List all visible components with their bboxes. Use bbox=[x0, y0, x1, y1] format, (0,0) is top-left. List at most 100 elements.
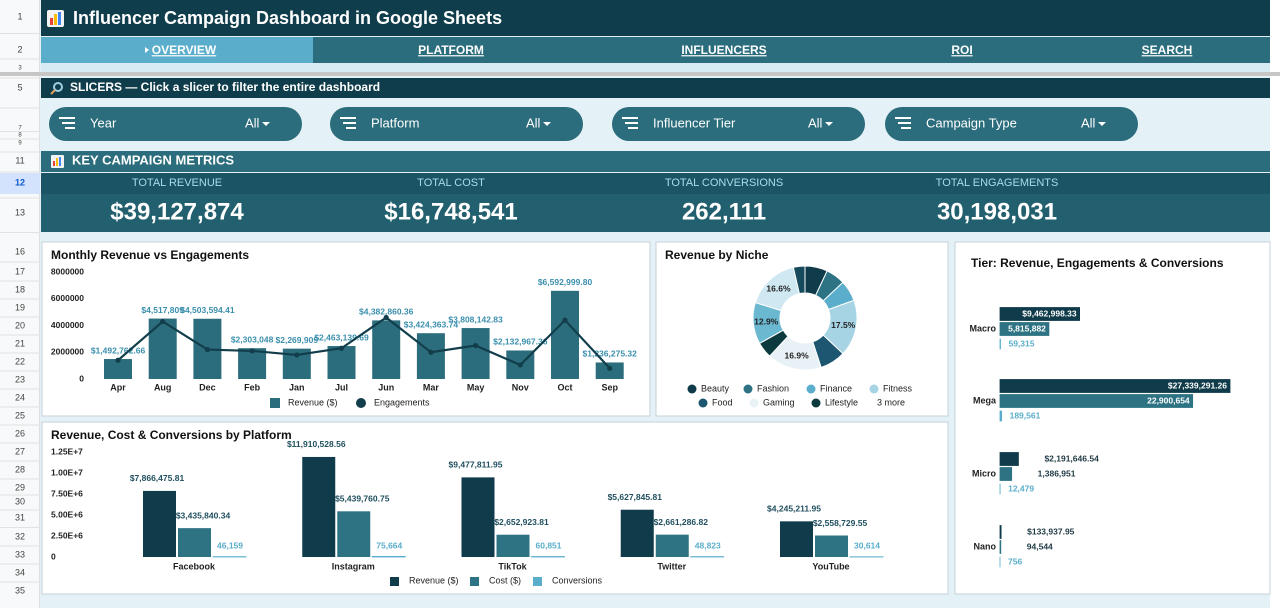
y-tick-label: 1.25E+7 bbox=[51, 446, 83, 456]
legend-swatch bbox=[390, 577, 399, 586]
data-label: $4,245,211.95 bbox=[767, 504, 821, 514]
data-label: $4,517,809 bbox=[141, 305, 184, 315]
x-tick-label: Jul bbox=[335, 382, 348, 392]
data-label: 16.6% bbox=[766, 284, 791, 294]
header-icon bbox=[47, 10, 64, 27]
data-label: $2,191,646.54 bbox=[1044, 453, 1099, 463]
y-tick-label: Macro bbox=[969, 323, 996, 333]
line bbox=[117, 316, 611, 370]
data-label: $2,269,909 bbox=[276, 335, 319, 345]
bar bbox=[815, 535, 848, 557]
nav-tab[interactable]: OVERVIEW bbox=[152, 43, 217, 57]
row-number: 1 bbox=[17, 11, 22, 21]
slicer-value: All bbox=[245, 115, 260, 130]
bar bbox=[999, 540, 1002, 554]
nav-tab[interactable]: ROI bbox=[951, 43, 972, 57]
line-point bbox=[294, 352, 300, 358]
x-tick-label: Twitter bbox=[657, 561, 686, 571]
x-tick-label: Jan bbox=[289, 382, 305, 392]
nav-active-tab bbox=[41, 37, 313, 63]
bar bbox=[999, 452, 1019, 466]
row-number: 32 bbox=[15, 531, 25, 541]
metric-label: TOTAL COST bbox=[417, 177, 485, 189]
nav-tab[interactable]: INFLUENCERS bbox=[681, 43, 766, 57]
row-number: 13 bbox=[15, 207, 25, 217]
legend-label: Fitness bbox=[883, 383, 913, 393]
row-number: 34 bbox=[15, 567, 25, 577]
icon-bar bbox=[50, 18, 53, 25]
x-tick-label: Facebook bbox=[173, 561, 216, 571]
bar bbox=[620, 509, 654, 557]
row-gutter bbox=[0, 0, 40, 608]
line-point bbox=[607, 365, 613, 371]
x-tick-label: TikTok bbox=[498, 561, 527, 571]
row-number: 12 bbox=[15, 177, 25, 187]
slicer[interactable] bbox=[49, 107, 302, 141]
data-label: $2,661,286.82 bbox=[654, 517, 709, 527]
legend-label: Fashion bbox=[757, 383, 789, 393]
row-number: 30 bbox=[15, 496, 25, 506]
row-number: 23 bbox=[15, 374, 25, 384]
icon-bar bbox=[54, 14, 57, 25]
legend-label: Revenue ($) bbox=[409, 575, 459, 585]
row-number: 3 bbox=[18, 66, 22, 72]
panel bbox=[41, 241, 651, 417]
data-label: $1,492,762.66 bbox=[91, 345, 146, 355]
metric-label: TOTAL ENGAGEMENTS bbox=[936, 177, 1059, 189]
y-tick-label: Nano bbox=[974, 541, 997, 551]
data-label: $2,558,729.55 bbox=[813, 518, 868, 528]
data-label: $3,435,840.34 bbox=[176, 510, 231, 520]
row-number: 2 bbox=[17, 44, 22, 54]
slicer-value: All bbox=[808, 115, 823, 130]
bar bbox=[372, 320, 401, 379]
bar bbox=[371, 555, 406, 558]
line-point bbox=[115, 357, 121, 363]
dashboard-title: Influencer Campaign Dashboard in Google … bbox=[73, 8, 502, 28]
data-label: $27,339,291.26 bbox=[1168, 380, 1227, 390]
data-label: 12,479 bbox=[1008, 483, 1034, 493]
y-tick-label: Mega bbox=[973, 395, 997, 405]
bar bbox=[531, 556, 565, 558]
slicer[interactable] bbox=[885, 107, 1138, 141]
bar bbox=[655, 534, 689, 557]
bar bbox=[104, 359, 132, 379]
x-tick-label: May bbox=[467, 382, 485, 392]
data-label: $3,424,363.74 bbox=[404, 319, 459, 329]
data-label: 756 bbox=[1008, 556, 1022, 566]
row-number: 17 bbox=[15, 266, 25, 276]
data-label: $9,477,811.95 bbox=[449, 460, 503, 470]
x-tick-label: Sep bbox=[601, 382, 618, 392]
row-number: 9 bbox=[18, 141, 22, 147]
x-tick-label: Nov bbox=[512, 382, 529, 392]
data-label: 75,664 bbox=[376, 540, 402, 550]
data-label: 1,386,951 bbox=[1038, 468, 1076, 478]
legend-label: Gaming bbox=[763, 397, 795, 407]
data-label: 30,614 bbox=[854, 540, 880, 550]
chart-title: Revenue, Cost & Conversions by Platform bbox=[51, 428, 292, 442]
slicer[interactable] bbox=[330, 107, 583, 141]
data-label: 94,544 bbox=[1027, 541, 1053, 551]
row-number: 33 bbox=[15, 549, 25, 559]
line-point bbox=[338, 345, 345, 351]
metric-value: 30,198,031 bbox=[937, 198, 1057, 225]
line-point bbox=[473, 342, 479, 349]
legend-swatch bbox=[806, 384, 816, 394]
legend-swatch bbox=[743, 384, 753, 394]
metric-value: 262,111 bbox=[682, 198, 766, 225]
dropdown-caret bbox=[1098, 122, 1106, 126]
legend-swatch bbox=[470, 577, 479, 586]
nav-tab[interactable]: PLATFORM bbox=[418, 43, 484, 57]
data-label: 60,851 bbox=[536, 540, 562, 550]
chart-title: Monthly Revenue vs Engagements bbox=[51, 248, 249, 262]
legend-swatch bbox=[687, 384, 697, 394]
metrics-label-row bbox=[41, 173, 1270, 194]
slicer[interactable] bbox=[612, 107, 865, 141]
line-point bbox=[160, 318, 166, 325]
row-number: 7 bbox=[18, 126, 22, 132]
legend-label: Conversions bbox=[552, 575, 603, 585]
nav-tab[interactable]: SEARCH bbox=[1142, 43, 1193, 57]
data-label: $5,627,845.81 bbox=[608, 492, 663, 502]
legend-swatch bbox=[533, 577, 542, 586]
row-number: 20 bbox=[15, 320, 25, 330]
x-tick-label: Instagram bbox=[332, 561, 375, 571]
